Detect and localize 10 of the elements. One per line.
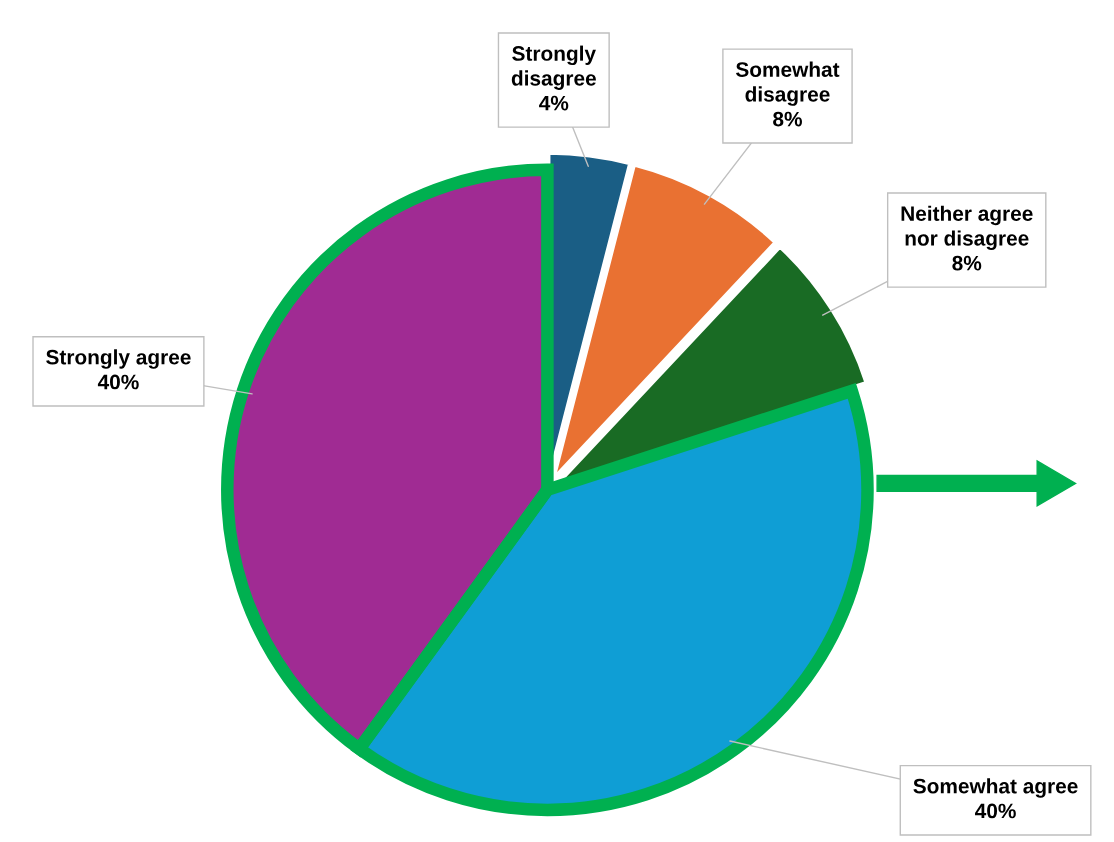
slice-label: Somewhat disagree [735, 61, 840, 106]
data-label: 8% [952, 255, 982, 271]
slice-label: Neither agree nor disagree [901, 205, 1033, 250]
data-label: 4% [539, 95, 569, 111]
data-label: 40% [975, 803, 1016, 819]
slice-label: Somewhat agree [913, 778, 1078, 798]
data-label: 40% [97, 374, 139, 390]
slice-label: Strongly agree [46, 349, 191, 369]
slice-label: Strongly disagree [511, 45, 596, 90]
data-label: 8% [773, 111, 802, 127]
